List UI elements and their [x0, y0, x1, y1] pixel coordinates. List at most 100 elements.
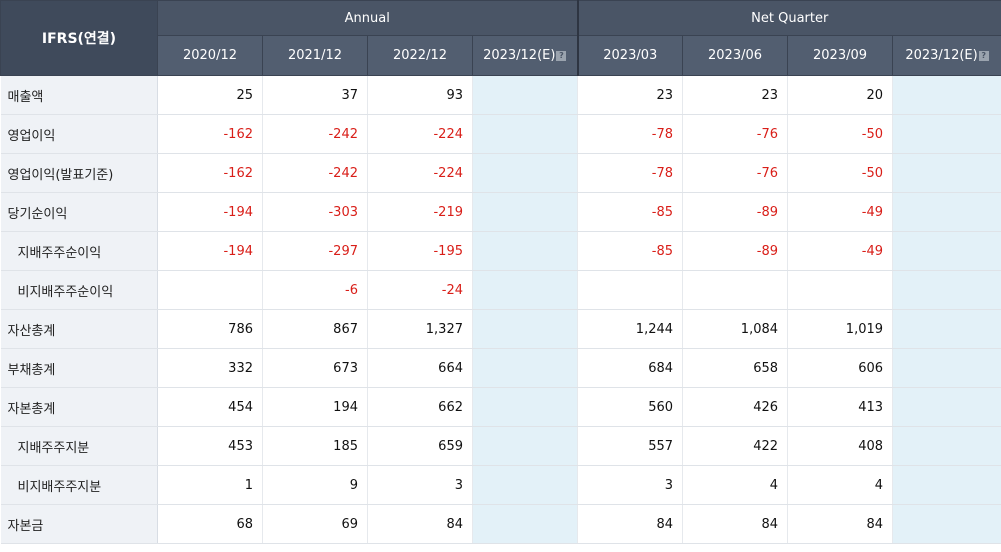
value-cell: 4 — [787, 465, 894, 505]
value-cell: -76 — [682, 153, 789, 193]
table-header: IFRS(연결) Annual Net Quarter 2020/12 2021… — [0, 0, 1001, 76]
value-cell: 84 — [787, 504, 894, 544]
table-body: 매출액 25 37 93 23 23 20 영업이익 -162 -242 -224 -78 -76 -50… — [0, 75, 1001, 544]
estimate-cell — [892, 504, 1001, 544]
row-label: 자산총계 — [0, 309, 158, 349]
estimate-cell — [892, 114, 1001, 154]
value-cell: 454 — [157, 387, 263, 427]
estimate-cell — [472, 465, 579, 505]
table-row: 당기순이익 -194 -303 -219 -85 -89 -49 — [0, 192, 1001, 232]
table-row: 비지배주주순이익 -6 -24 — [0, 270, 1001, 310]
value-cell: 557 — [577, 426, 684, 466]
table-row: 자본총계 454 194 662 560 426 413 — [0, 387, 1001, 427]
estimate-cell — [892, 153, 1001, 193]
period-header-estimate: 2023/12(E)? — [471, 35, 579, 76]
value-cell: -49 — [787, 192, 894, 232]
value-cell: -78 — [577, 153, 684, 193]
period-header: 2023/09 — [787, 35, 894, 76]
info-icon[interactable]: ? — [556, 51, 567, 61]
row-label: 부채총계 — [0, 348, 158, 388]
value-cell: 25 — [157, 75, 263, 115]
value-cell: 68 — [157, 504, 263, 544]
estimate-cell — [892, 75, 1001, 115]
row-label: 비지배주주지분 — [0, 465, 158, 505]
value-cell: 185 — [262, 426, 368, 466]
value-cell: -224 — [367, 153, 473, 193]
value-cell: 93 — [367, 75, 473, 115]
value-cell: 84 — [577, 504, 684, 544]
ifrs-consolidated-header: IFRS(연결) — [0, 0, 158, 76]
estimate-cell — [472, 192, 579, 232]
value-cell: 659 — [367, 426, 473, 466]
value-cell: 422 — [682, 426, 789, 466]
value-cell: 1 — [157, 465, 263, 505]
value-cell: 194 — [262, 387, 368, 427]
value-cell — [682, 270, 789, 310]
estimate-cell — [472, 504, 579, 544]
value-cell: -195 — [367, 231, 473, 271]
table-row: 매출액 25 37 93 23 23 20 — [0, 75, 1001, 115]
value-cell: 786 — [157, 309, 263, 349]
table-row: 자산총계 786 867 1,327 1,244 1,084 1,019 — [0, 309, 1001, 349]
value-cell: 20 — [787, 75, 894, 115]
estimate-cell — [472, 348, 579, 388]
value-cell: -50 — [787, 114, 894, 154]
value-cell: 69 — [262, 504, 368, 544]
value-cell: 684 — [577, 348, 684, 388]
table-row: 자본금 68 69 84 84 84 84 — [0, 504, 1001, 544]
value-cell: -194 — [157, 231, 263, 271]
value-cell: 9 — [262, 465, 368, 505]
row-label: 영업이익(발표기준) — [0, 153, 158, 193]
row-label: 자본총계 — [0, 387, 158, 427]
period-header-estimate: 2023/12(E)? — [892, 35, 1001, 76]
value-cell — [577, 270, 684, 310]
table-row: 지배주주지분 453 185 659 557 422 408 — [0, 426, 1001, 466]
estimate-cell — [892, 426, 1001, 466]
value-cell: 560 — [577, 387, 684, 427]
value-cell: 23 — [682, 75, 789, 115]
value-cell: -49 — [787, 231, 894, 271]
value-cell: 1,244 — [577, 309, 684, 349]
row-label: 자본금 — [0, 504, 158, 544]
table-row: 부채총계 332 673 664 684 658 606 — [0, 348, 1001, 388]
value-cell: -78 — [577, 114, 684, 154]
value-cell: -85 — [577, 231, 684, 271]
estimate-cell — [892, 309, 1001, 349]
annual-group-header: Annual — [156, 0, 579, 36]
value-cell: -224 — [367, 114, 473, 154]
value-cell: 1,084 — [682, 309, 789, 349]
value-cell: -242 — [262, 153, 368, 193]
value-cell: 84 — [682, 504, 789, 544]
value-cell: 453 — [157, 426, 263, 466]
row-label: 지배주주순이익 — [0, 231, 158, 271]
table-row: 비지배주주지분 1 9 3 3 4 4 — [0, 465, 1001, 505]
value-cell: 662 — [367, 387, 473, 427]
estimate-cell — [472, 75, 579, 115]
value-cell: -162 — [157, 114, 263, 154]
value-cell: -297 — [262, 231, 368, 271]
value-cell: -6 — [262, 270, 368, 310]
value-cell: 606 — [787, 348, 894, 388]
value-cell: 37 — [262, 75, 368, 115]
period-header: 2023/03 — [576, 35, 684, 76]
value-cell: 413 — [787, 387, 894, 427]
period-header: 2021/12 — [262, 35, 368, 76]
value-cell: 867 — [262, 309, 368, 349]
value-cell: -76 — [682, 114, 789, 154]
row-label: 비지배주주순이익 — [0, 270, 158, 310]
value-cell: 4 — [682, 465, 789, 505]
info-icon[interactable]: ? — [978, 51, 989, 61]
value-cell: 3 — [367, 465, 473, 505]
value-cell: 23 — [577, 75, 684, 115]
value-cell: -85 — [577, 192, 684, 232]
value-cell — [787, 270, 894, 310]
row-label: 영업이익 — [0, 114, 158, 154]
row-label: 지배주주지분 — [0, 426, 158, 466]
value-cell: -24 — [367, 270, 473, 310]
value-cell: 3 — [577, 465, 684, 505]
value-cell: -89 — [682, 192, 789, 232]
value-cell: 426 — [682, 387, 789, 427]
period-header: 2023/06 — [682, 35, 789, 76]
estimate-cell — [472, 270, 579, 310]
table-row: 지배주주순이익 -194 -297 -195 -85 -89 -49 — [0, 231, 1001, 271]
